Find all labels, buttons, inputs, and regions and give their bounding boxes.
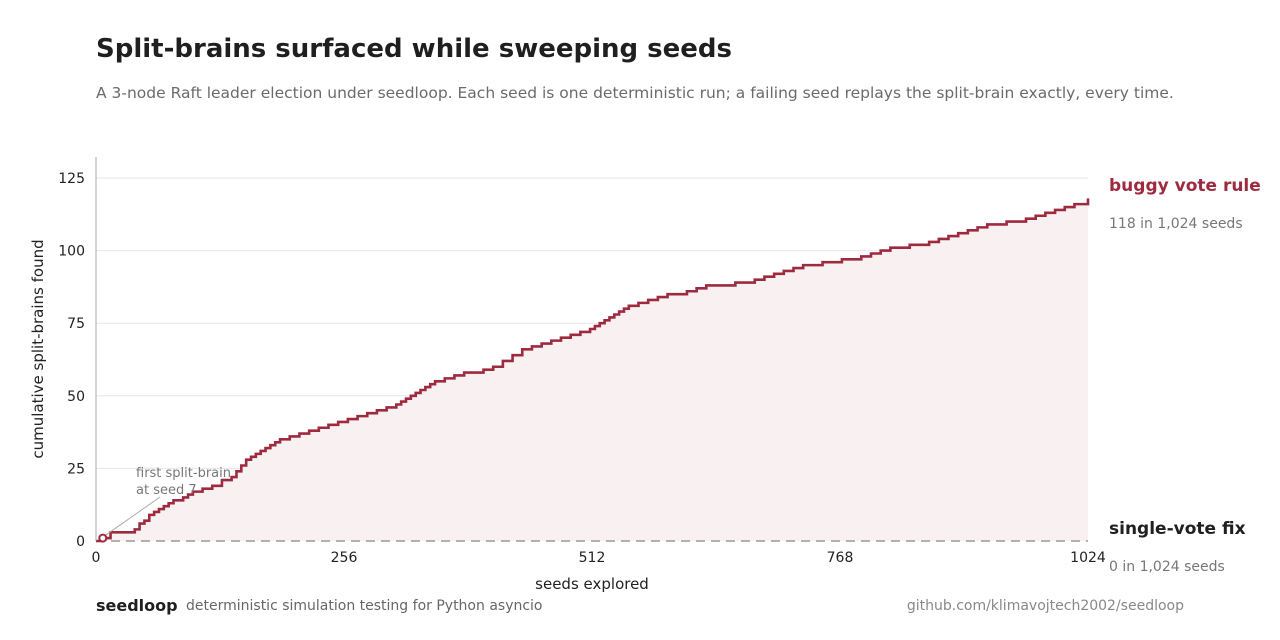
fix-series-label: single-vote fix (1109, 519, 1246, 539)
y-tick-label: 100 (58, 244, 85, 260)
annotation-line2: at seed 7 (136, 483, 197, 498)
y-tick-label: 25 (67, 461, 85, 477)
chart-subtitle: A 3-node Raft leader election under seed… (96, 84, 1174, 102)
footer-repo-link[interactable]: github.com/klimavojtech2002/seedloop (906, 598, 1184, 614)
x-tick-label: 768 (827, 550, 854, 566)
fix-series-summary: 0 in 1,024 seeds (1109, 559, 1225, 575)
buggy-area-fill (96, 198, 1088, 541)
x-tick-label: 256 (331, 550, 358, 566)
x-axis-label: seeds explored (535, 575, 649, 593)
y-axis-label: cumulative split-brains found (29, 239, 47, 458)
y-tick-label: 50 (67, 389, 85, 405)
y-tick-label: 125 (58, 171, 85, 187)
y-tick-label: 75 (67, 316, 85, 332)
annotation-leader-line (105, 496, 161, 536)
tick-labels: 0 25 50 75 100 125 0 256 512 768 1024 (58, 171, 1106, 566)
annotation-line1: first split-brain (136, 466, 231, 481)
x-tick-label: 1024 (1070, 550, 1106, 566)
buggy-series-label: buggy vote rule (1109, 176, 1261, 196)
footer-brand: seedloop (96, 596, 178, 615)
buggy-series-summary: 118 in 1,024 seeds (1109, 216, 1243, 232)
first-split-brain-marker (98, 533, 108, 543)
chart-title: Split-brains surfaced while sweeping see… (96, 34, 733, 64)
x-tick-label: 512 (579, 550, 606, 566)
footer-tagline: deterministic simulation testing for Pyt… (186, 598, 543, 614)
buggy-series-line (96, 198, 1090, 543)
y-tick-label: 0 (76, 534, 85, 550)
x-tick-label: 0 (92, 550, 101, 566)
